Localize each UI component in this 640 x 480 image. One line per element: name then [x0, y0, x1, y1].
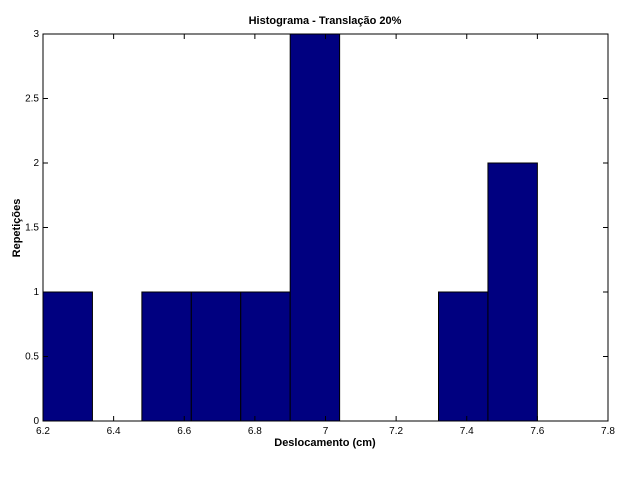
x-tick-label: 7.8	[601, 426, 615, 437]
x-tick-label: 6.6	[177, 426, 191, 437]
x-axis-label: Deslocamento (cm)	[274, 437, 376, 449]
bar	[240, 291, 291, 422]
x-tick-label: 7.2	[389, 426, 403, 437]
bar	[438, 291, 489, 422]
y-tick-label: 0	[33, 416, 39, 427]
bar	[42, 291, 93, 422]
bar	[141, 291, 192, 422]
x-tick-label: 7.4	[460, 426, 474, 437]
chart-title: Histograma - Translação 20%	[249, 15, 402, 27]
x-tick-label: 6.2	[36, 426, 50, 437]
x-tick-label: 6.4	[107, 426, 121, 437]
bar	[190, 291, 242, 422]
x-tick-label: 6.8	[248, 426, 262, 437]
y-axis-label: Repetições	[11, 199, 23, 258]
y-tick-label: 1.5	[25, 223, 39, 234]
y-tick-label: 0.5	[25, 352, 39, 363]
x-tick-label: 7	[323, 426, 329, 437]
y-tick-label: 1	[33, 287, 39, 298]
y-tick-label: 2.5	[25, 94, 39, 105]
bar	[289, 33, 341, 422]
y-tick-label: 2	[33, 158, 39, 169]
x-tick-label: 7.6	[530, 426, 544, 437]
y-tick-label: 3	[33, 29, 39, 40]
bar	[487, 162, 538, 422]
